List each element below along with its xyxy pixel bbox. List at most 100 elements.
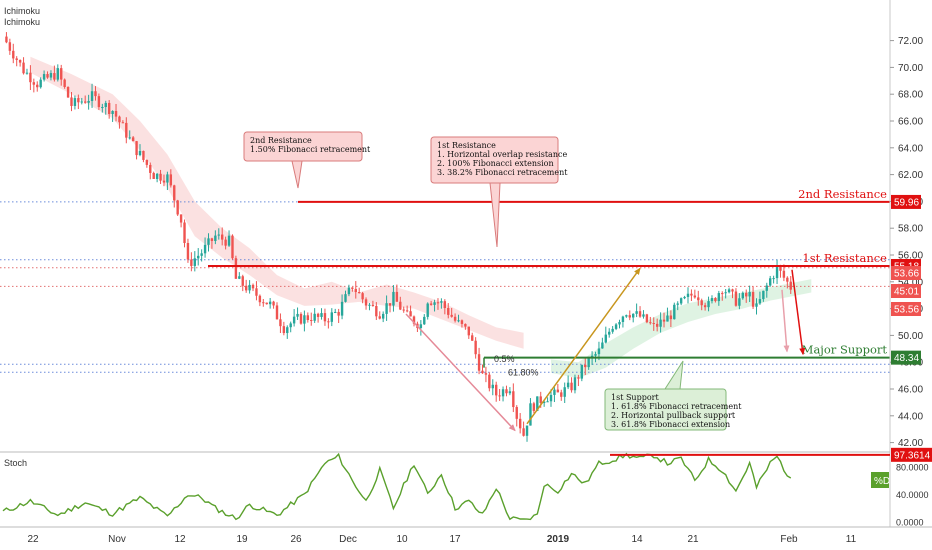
note-1st-support-line-1: 2. Horizontal pullback support <box>611 411 736 420</box>
note-1st-resistance-title: 1st Resistance <box>437 141 496 150</box>
candle-body <box>306 315 310 321</box>
candle-body <box>488 374 491 389</box>
candle-body <box>426 303 429 317</box>
candle-body <box>618 321 621 325</box>
candle-body <box>111 110 114 114</box>
candle-body <box>546 401 549 403</box>
candle-body <box>330 312 333 322</box>
candle-body <box>272 301 275 306</box>
note-1st-support-title: 1st Support <box>611 393 659 402</box>
candle-body <box>15 58 18 60</box>
candle-body <box>344 294 347 302</box>
candle-body <box>323 313 327 322</box>
candle-body <box>155 173 159 179</box>
candle-body <box>474 340 477 355</box>
time-label-9: 14 <box>631 534 643 545</box>
candle-body <box>775 265 779 279</box>
fib-down-arrow <box>405 313 516 432</box>
note-1st-support-line-2: 3. 61.8% Fibonacci extension <box>611 420 730 429</box>
second-resistance-label: 2nd Resistance <box>798 187 887 201</box>
candle-body <box>436 302 440 304</box>
candle-body <box>327 321 330 323</box>
candle-body <box>769 278 772 286</box>
candle-body <box>710 298 714 302</box>
candle-body <box>251 284 255 289</box>
candle-body <box>625 315 628 317</box>
note-1st-resistance-line-1: 2. 100% Fibonacci extension <box>437 159 554 168</box>
candle-body <box>402 309 405 311</box>
candle-body <box>310 320 313 322</box>
candle-body <box>471 335 474 341</box>
candle-body <box>244 285 248 291</box>
candle-body <box>221 234 224 240</box>
candle-body <box>501 389 505 397</box>
candle-body <box>467 326 470 336</box>
candle-body <box>412 316 416 324</box>
candle-body <box>522 428 525 436</box>
candle-body <box>5 36 8 43</box>
candle-body <box>734 291 738 306</box>
candle-body <box>539 396 542 404</box>
candle-body <box>721 293 724 295</box>
candle-body <box>481 370 484 374</box>
price-axis[interactable]: 42.0044.0046.0048.0050.0052.0054.0056.00… <box>889 0 932 527</box>
candle-body <box>258 295 262 303</box>
price-axis-bg <box>890 0 932 450</box>
candle-body <box>214 235 217 241</box>
time-label-7: 17 <box>449 534 461 545</box>
candle-body <box>114 110 118 117</box>
stoch-title: Stoch <box>4 458 27 468</box>
candle-body <box>358 292 361 294</box>
candle-body <box>60 68 63 80</box>
indicator-label-2: Ichimoku <box>4 17 40 27</box>
candle-body <box>635 311 638 314</box>
candle-body <box>70 97 73 106</box>
candle-body <box>789 281 792 290</box>
note-2nd-resistance-line-0: 1.50% Fibonacci retracement <box>250 145 371 154</box>
time-label-0: 22 <box>27 534 39 545</box>
candle-body <box>608 331 611 335</box>
candle-body <box>179 214 183 223</box>
major-support-label: Major Support <box>802 343 888 357</box>
time-axis[interactable]: 22 Nov 12 19 26 Dec 10 17 2019 14 21 Feb 11 <box>27 534 856 545</box>
candle-body <box>94 91 97 97</box>
candle-body <box>66 86 70 98</box>
price-tag-2-bg <box>891 284 921 298</box>
candle-body <box>659 319 662 327</box>
candle-body <box>385 303 388 314</box>
candle-body <box>173 185 176 201</box>
stoch-line <box>2 452 792 521</box>
price-tag-3-bg <box>891 302 921 316</box>
candle-body <box>77 98 80 103</box>
candle-body <box>227 235 231 246</box>
candle-body <box>255 288 258 296</box>
candle-body <box>525 425 529 436</box>
candle-body <box>495 384 498 396</box>
price-tag-1: 53.66 <box>894 269 919 280</box>
candle-body <box>395 291 399 302</box>
candle-body <box>138 150 142 156</box>
candle-body <box>238 276 241 279</box>
candle-body <box>484 373 488 375</box>
candle-body <box>594 354 597 356</box>
candle-body <box>231 235 234 259</box>
time-label-5: Dec <box>339 534 357 545</box>
candle-body <box>508 391 512 394</box>
candle-body <box>755 303 758 307</box>
candle-body <box>772 278 775 280</box>
candle-body <box>745 292 748 297</box>
price-tick-label-4: 50.00 <box>898 331 923 342</box>
price-candles <box>5 32 792 442</box>
candle-body <box>183 222 186 243</box>
candle-body <box>748 292 751 297</box>
candle-body <box>556 389 560 393</box>
candle-body <box>36 84 39 88</box>
candle-body <box>673 304 676 320</box>
time-label-12: 11 <box>846 534 857 545</box>
candle-body <box>186 242 190 260</box>
ichimoku-cloud <box>30 56 812 379</box>
stoch-tick-label-2: 80.0000 <box>896 462 929 472</box>
candle-body <box>378 316 381 319</box>
projection-pink-arrow <box>781 289 790 353</box>
